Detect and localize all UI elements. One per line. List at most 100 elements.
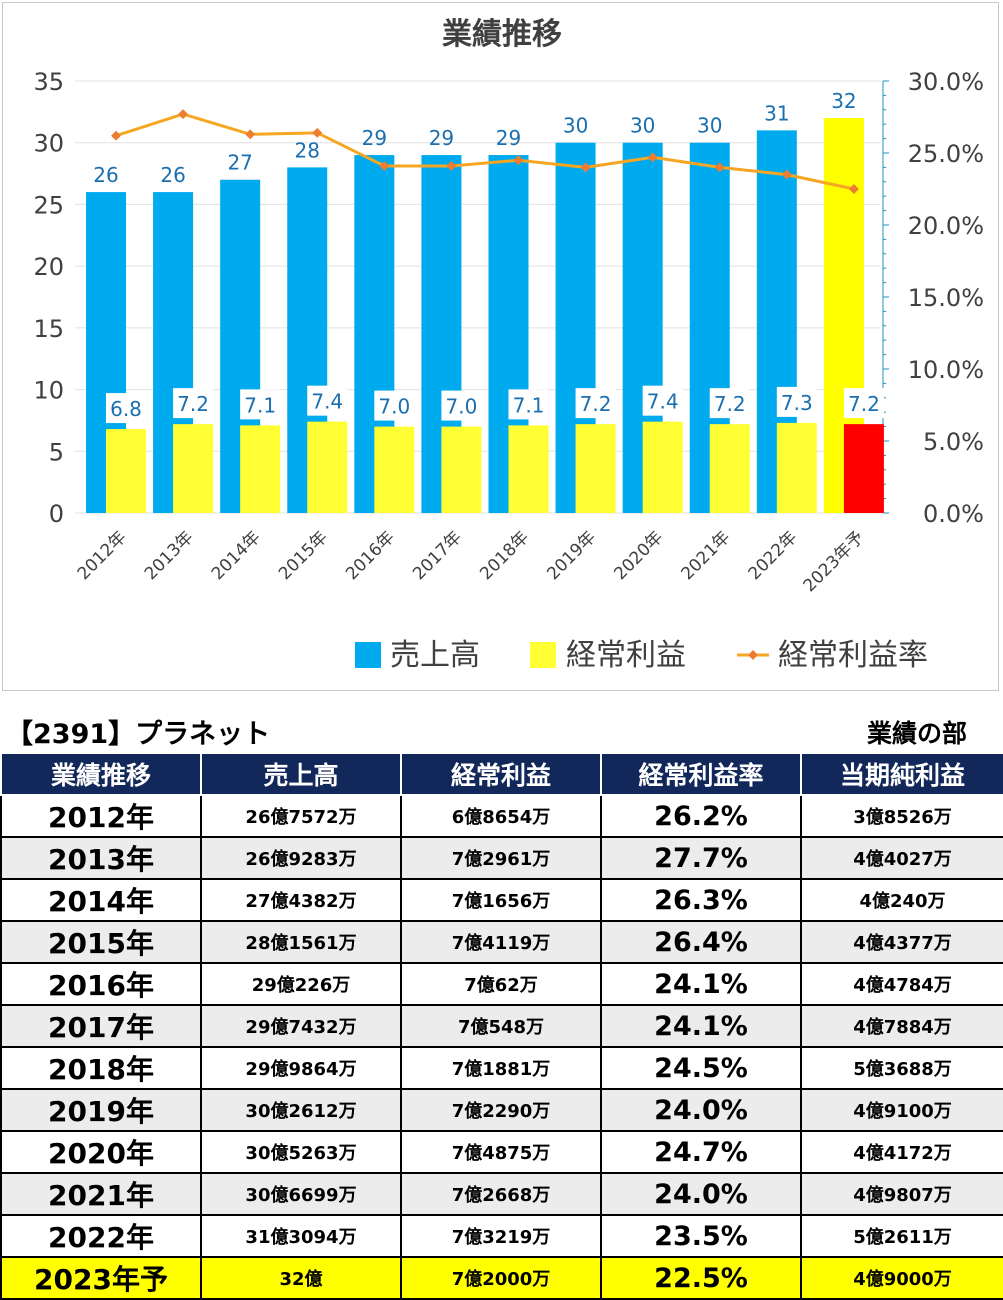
- header-sales: 売上高: [200, 752, 402, 796]
- profit-rate-point: [647, 152, 658, 163]
- cell-profit-rate: 24.0%: [600, 1172, 802, 1216]
- ordinary-profit-label-bg: [441, 390, 482, 421]
- profit-rate-point: [781, 169, 792, 180]
- y-tick-label: 0: [49, 500, 64, 528]
- ordinary-profit-bar: [173, 424, 214, 513]
- ordinary-profit-label-bg: [508, 389, 549, 420]
- cell-year: 2012年: [0, 794, 202, 838]
- ordinary-profit-bar: [776, 422, 817, 513]
- table-row: 2021年 30億6699万 7億2668万 24.0% 4億9807万: [0, 1172, 1003, 1216]
- cell-ordinary-profit: 7億2668万: [400, 1172, 602, 1216]
- cell-profit-rate: 27.7%: [600, 836, 802, 880]
- ordinary-profit-bar: [374, 426, 415, 513]
- legend-swatch-sales: [355, 642, 381, 668]
- table-row: 2012年 26億7572万 6億8654万 26.2% 3億8526万: [0, 794, 1003, 838]
- profit-rate-point: [513, 155, 524, 166]
- sales-data-label: 26: [93, 163, 118, 187]
- header-period: 業績推移: [0, 752, 202, 796]
- table-row: 2017年 29億7432万 7億548万 24.1% 4億7884万: [0, 1004, 1003, 1048]
- x-tick-label: 2023年予: [800, 527, 869, 596]
- y-tick-label: 15: [33, 315, 64, 343]
- cell-year: 2022年: [0, 1214, 202, 1258]
- header-net-income: 当期純利益: [800, 752, 1003, 796]
- ordinary-profit-data-label: 7.1: [513, 393, 545, 417]
- table-header-row: 業績推移 売上高 経常利益 経常利益率 当期純利益: [0, 752, 1003, 796]
- cell-year: 2013年: [0, 836, 202, 880]
- legend-swatch-ordinary-profit: [530, 642, 556, 668]
- cell-sales: 28億1561万: [200, 920, 402, 964]
- cell-profit-rate: 22.5%: [600, 1256, 802, 1300]
- ordinary-profit-bar: [240, 425, 281, 513]
- y2-tick-label: 10.0%: [908, 356, 984, 384]
- profit-rate-point: [446, 161, 457, 171]
- performance-chart: 業績推移 0 5 10 15 20 25 30 35 0.0% 5.0% 10.0% 15.0% 20.0…: [33, 17, 984, 673]
- y-tick-label: 5: [49, 438, 64, 466]
- cell-profit-rate: 24.0%: [600, 1088, 802, 1132]
- ordinary-profit-bar: [642, 421, 683, 513]
- table-row: 2016年 29億226万 7億62万 24.1% 4億4784万: [0, 962, 1003, 1006]
- ordinary-profit-label-bg: [106, 393, 146, 424]
- cell-net-income: 4億240万: [800, 878, 1003, 922]
- profit-rate-point: [178, 109, 189, 120]
- ordinary-profit-data-label: 7.0: [446, 395, 478, 419]
- cell-sales: 30億5263万: [200, 1130, 402, 1174]
- sales-data-label: 26: [160, 163, 185, 187]
- y-tick-label: 10: [33, 377, 64, 405]
- ordinary-profit-label-bg: [843, 388, 884, 419]
- y-tick-label: 30: [33, 130, 64, 158]
- cell-net-income: 4億4784万: [800, 962, 1003, 1006]
- ordinary-profit-data-label: 7.2: [580, 392, 612, 416]
- y2-tick-label: 15.0%: [908, 284, 984, 312]
- cell-sales: 29億7432万: [200, 1004, 402, 1048]
- sales-data-label: 29: [429, 126, 454, 150]
- ordinary-profit-bar: [709, 424, 750, 513]
- y2-tick-label: 25.0%: [908, 140, 984, 168]
- sales-data-label: 30: [630, 114, 655, 138]
- cell-net-income: 4億7884万: [800, 1004, 1003, 1048]
- cell-net-income: 4億4172万: [800, 1130, 1003, 1174]
- cell-year: 2023年予: [0, 1256, 202, 1300]
- chart-title: 業績推移: [442, 17, 562, 52]
- cell-net-income: 4億9100万: [800, 1088, 1003, 1132]
- x-tick-label: 2018年: [476, 527, 533, 584]
- cell-ordinary-profit: 7億62万: [400, 962, 602, 1006]
- sales-data-label: 30: [697, 114, 722, 138]
- legend-label-ordinary-profit: 経常利益: [566, 638, 686, 673]
- x-tick-label: 2021年: [678, 527, 735, 584]
- table-row: 2022年 31億3094万 7億3219万 23.5% 5億2611万: [0, 1214, 1003, 1258]
- profit-rate-point: [580, 162, 591, 173]
- table-row: 2019年 30億2612万 7億2290万 24.0% 4億9100万: [0, 1088, 1003, 1132]
- ordinary-profit-label-bg: [575, 388, 616, 419]
- cell-year: 2021年: [0, 1172, 202, 1216]
- ordinary-profit-label-bg: [776, 386, 817, 417]
- cell-year: 2020年: [0, 1130, 202, 1174]
- profit-rate-point: [312, 127, 323, 138]
- x-tick-label: 2017年: [409, 527, 466, 584]
- ordinary-profit-data-label: 7.1: [244, 393, 276, 417]
- cell-sales: 30億2612万: [200, 1088, 402, 1132]
- profit-rate-line: [115, 112, 855, 191]
- ordinary-profit-bar: [441, 426, 482, 513]
- cell-profit-rate: 24.1%: [600, 1004, 802, 1048]
- ordinary-profit-label-bg: [709, 388, 750, 419]
- profit-rate-point: [848, 184, 859, 194]
- cell-sales: 30億6699万: [200, 1172, 402, 1216]
- sales-data-label: 28: [295, 138, 320, 162]
- cell-net-income: 5億2611万: [800, 1214, 1003, 1258]
- ordinary-profit-label-bg: [307, 385, 348, 416]
- x-tick-label: 2020年: [610, 527, 667, 584]
- cell-ordinary-profit: 7億3219万: [400, 1214, 602, 1258]
- cell-sales: 26億9283万: [200, 836, 402, 880]
- table-row: 2013年 26億9283万 7億2961万 27.7% 4億4027万: [0, 836, 1003, 880]
- cell-ordinary-profit: 7億4875万: [400, 1130, 602, 1174]
- sales-data-label: 29: [496, 126, 521, 150]
- ordinary-profit-label-bg: [240, 389, 281, 420]
- cell-profit-rate: 24.7%: [600, 1130, 802, 1174]
- cell-profit-rate: 26.4%: [600, 920, 802, 964]
- cell-sales: 29億226万: [200, 962, 402, 1006]
- ordinary-profit-bar: [508, 425, 549, 513]
- cell-year: 2014年: [0, 878, 202, 922]
- cell-year: 2016年: [0, 962, 202, 1006]
- ordinary-profit-data-label: 7.2: [714, 392, 746, 416]
- performance-table: 業績推移 売上高 経常利益 経常利益率 当期純利益 2012年 26億7572万…: [0, 752, 1003, 1300]
